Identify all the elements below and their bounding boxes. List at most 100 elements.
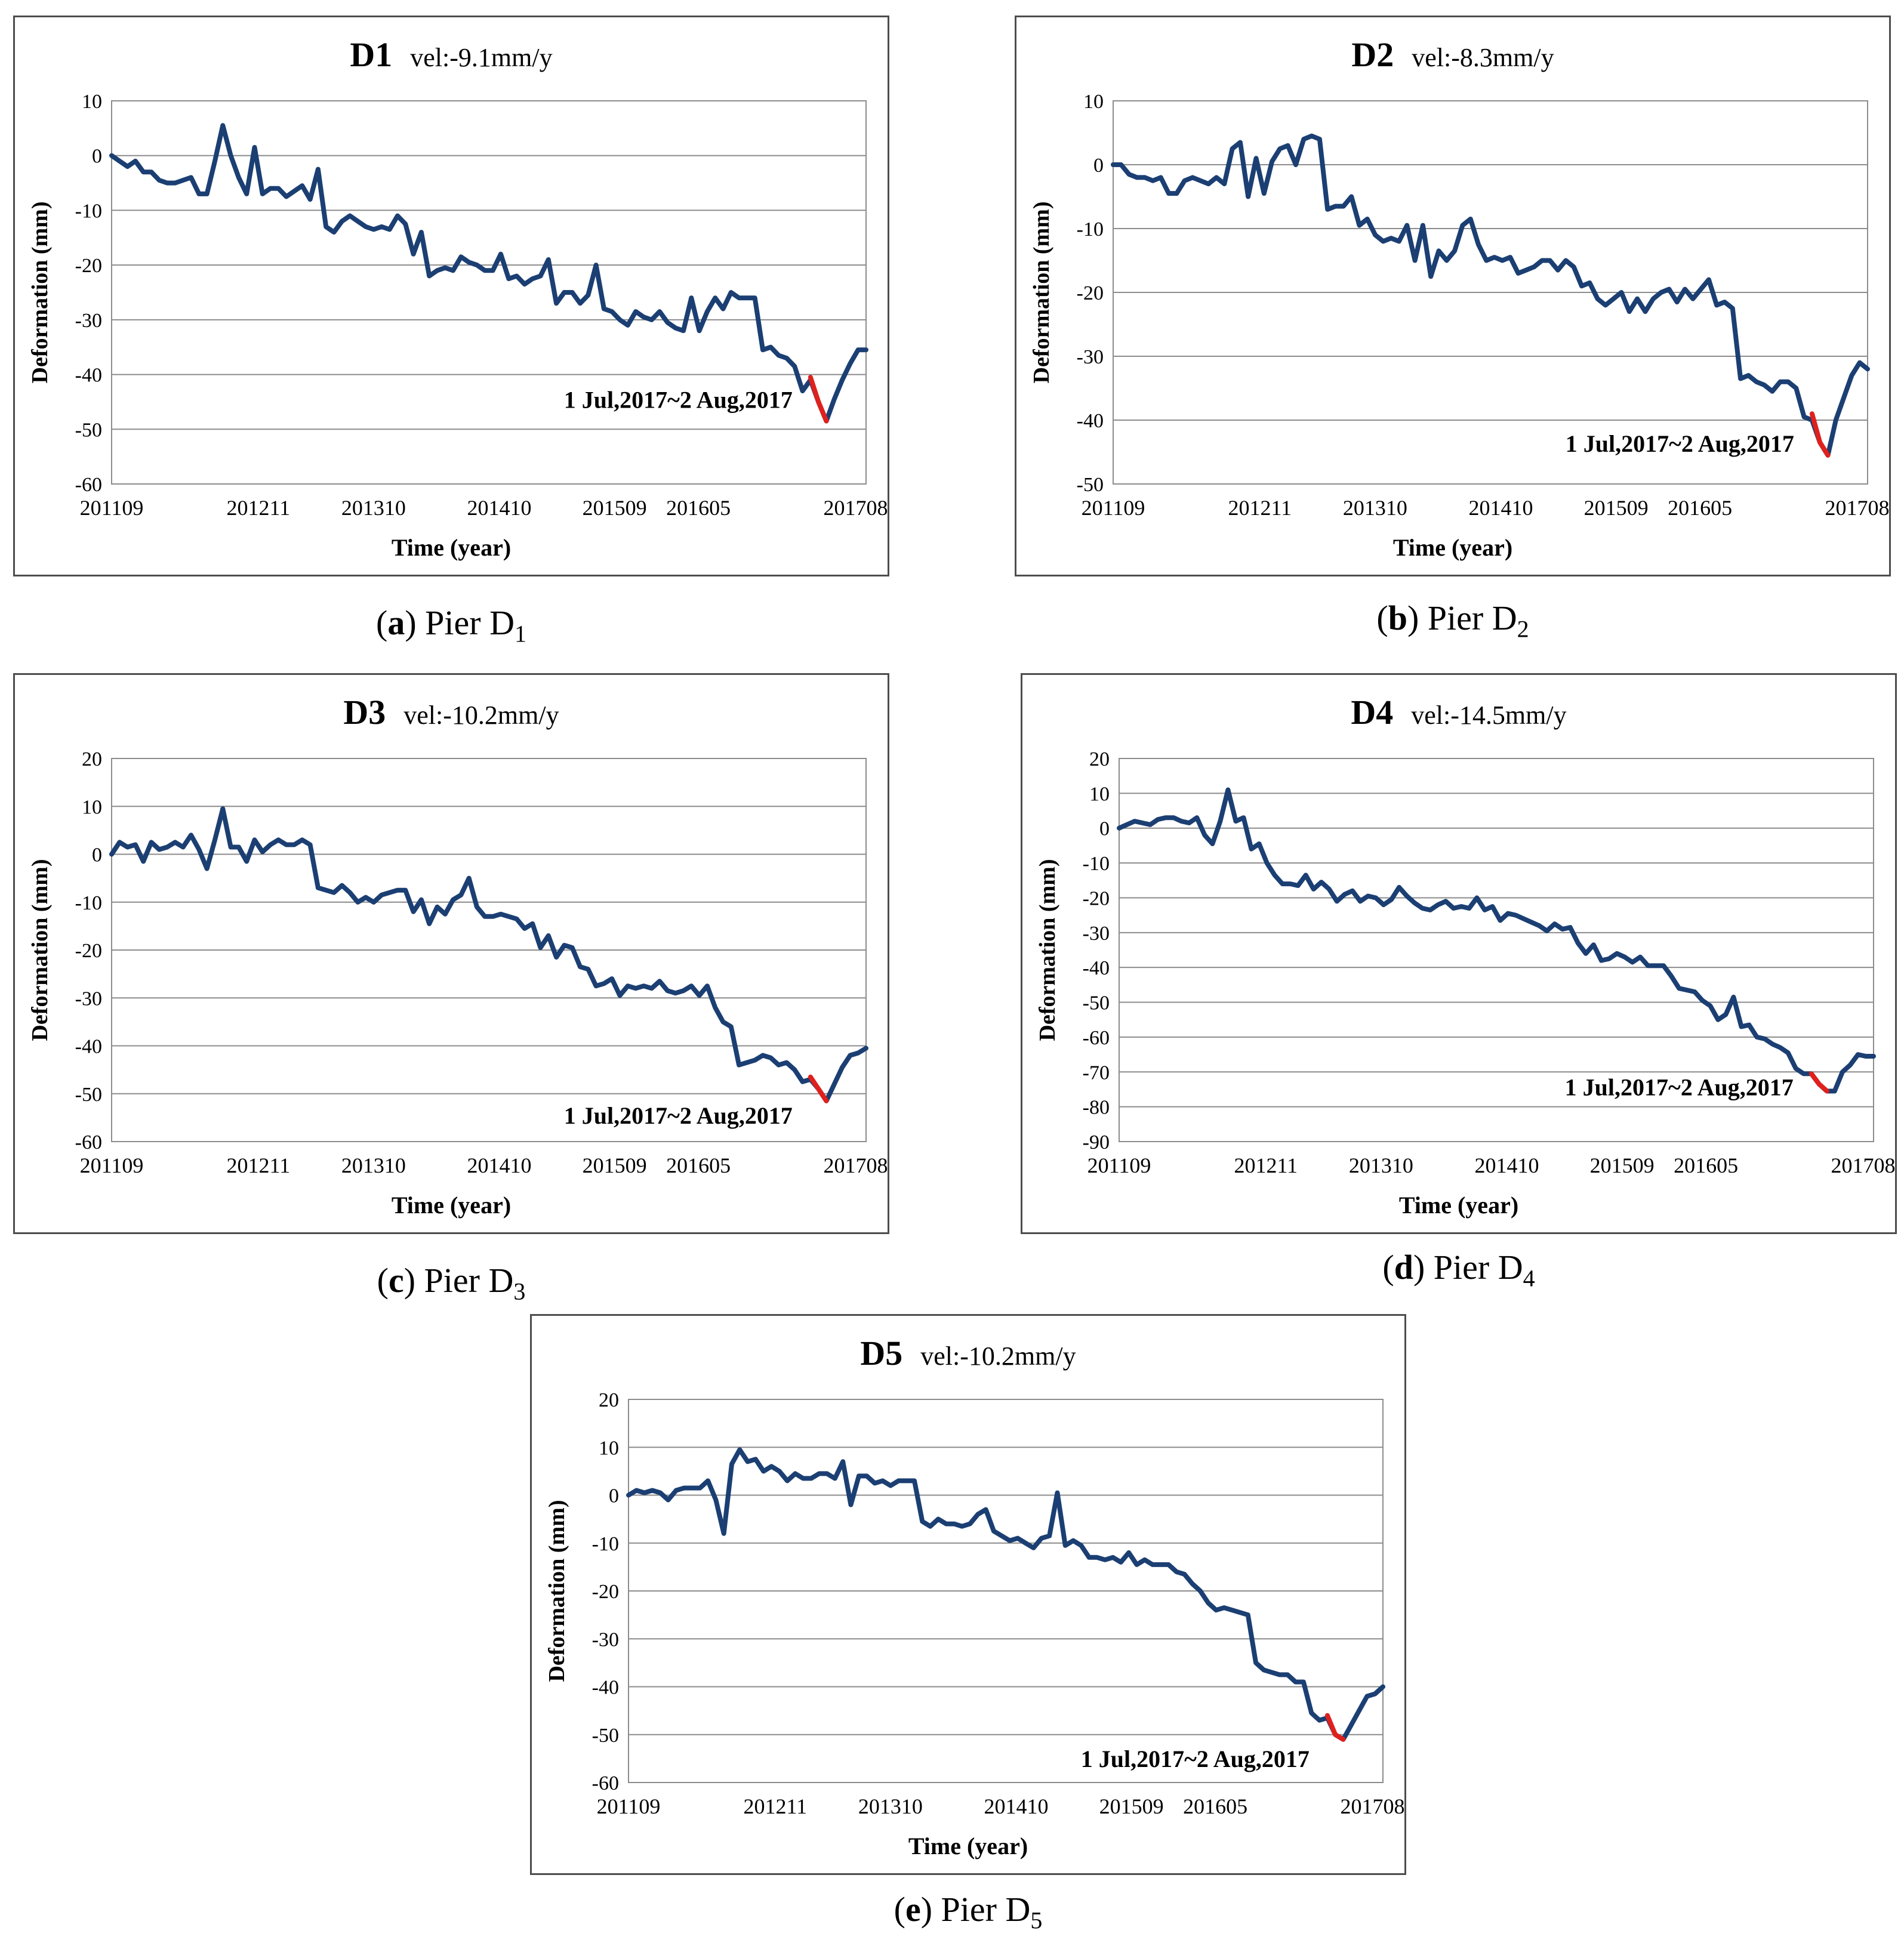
- chart-title: D2 vel:-8.3mm/y: [1351, 35, 1554, 74]
- x-tick-label: 201509: [1099, 1794, 1164, 1818]
- caption-c: (c) Pier D3: [377, 1261, 526, 1305]
- chart-title-id: D2: [1351, 35, 1394, 74]
- highlight-segment: [808, 375, 829, 424]
- x-tick-label: 201708: [1831, 1154, 1895, 1177]
- y-tick-label: -60: [75, 1131, 102, 1154]
- y-tick-label: 20: [1089, 748, 1110, 770]
- series-line: [1117, 787, 1876, 1094]
- x-tick-label: 201211: [226, 1154, 290, 1177]
- y-tick-label: -90: [1083, 1131, 1110, 1154]
- y-tick-label: -20: [75, 940, 102, 962]
- x-tick-label: 201310: [1349, 1154, 1413, 1177]
- chart-title-id: D4: [1351, 693, 1393, 732]
- caption-letter: e: [905, 1890, 921, 1929]
- y-tick-label: -40: [592, 1677, 619, 1699]
- y-tick-label: -60: [1083, 1027, 1110, 1049]
- x-axis-title: Time (year): [908, 1833, 1028, 1859]
- chart-velocity-label: vel:-14.5mm/y: [1411, 701, 1566, 730]
- y-tick-label: 0: [609, 1485, 619, 1507]
- chart-velocity-label: vel:-10.2mm/y: [920, 1342, 1076, 1371]
- y-tick-label: -40: [1083, 957, 1110, 979]
- x-tick-label: 201211: [1234, 1154, 1298, 1177]
- y-axis-title: Deformation (mm): [1035, 859, 1060, 1041]
- y-tick-label: -10: [1083, 853, 1110, 875]
- y-tick-label: 0: [92, 844, 102, 866]
- chart-velocity-label: vel:-10.2mm/y: [403, 701, 559, 730]
- y-tick-label: -30: [1083, 923, 1110, 945]
- x-tick-label: 201109: [80, 496, 144, 520]
- y-tick-label: -30: [1077, 346, 1104, 368]
- y-tick-label: -10: [75, 892, 102, 914]
- chart-title-id: D1: [350, 35, 392, 74]
- caption-subscript: 4: [1523, 1265, 1535, 1292]
- series-line: [109, 806, 868, 1103]
- y-axis-title: Deformation (mm): [27, 202, 53, 384]
- y-tick-label: 10: [82, 796, 102, 818]
- caption-subscript: 3: [513, 1278, 526, 1305]
- x-tick-label: 201509: [583, 1154, 647, 1177]
- y-tick-label: -50: [1077, 474, 1104, 496]
- y-tick-label: -80: [1083, 1097, 1110, 1119]
- y-tick-label: -70: [1083, 1062, 1110, 1084]
- caption-letter: a: [387, 603, 405, 642]
- caption-subscript: 2: [1517, 615, 1529, 643]
- x-tick-label: 201509: [1584, 496, 1649, 520]
- caption-label: Pier D: [1433, 1248, 1523, 1287]
- y-axis-title: Deformation (mm): [27, 859, 53, 1041]
- x-tick-label: 201509: [583, 496, 647, 520]
- line-chart-d1: D1 vel:-9.1mm/y 10 0 -10 -20 -30 -40 -50 -6020110…: [27, 35, 888, 561]
- chart-title: D1 vel:-9.1mm/y: [350, 35, 552, 74]
- chart-panel-d3: D3 vel:-10.2mm/y 20 10 0 -10 -20 -30 -40 -50 -60 20…: [13, 673, 889, 1234]
- x-tick-label: 201605: [1183, 1794, 1247, 1818]
- chart-panel-d4: D4 vel:-14.5mm/y 20 10 0 -10 -20 -30 -40 -50 -60 -7…: [1021, 673, 1897, 1234]
- caption-letter: d: [1394, 1248, 1413, 1287]
- y-tick-label: -40: [75, 365, 102, 387]
- line-chart-d3: D3 vel:-10.2mm/y20100-10-20-30-40-50-6020…: [27, 693, 888, 1219]
- chart-panel-d1: D1 vel:-9.1mm/y 10 0 -10 -20 -30 -40 -50 -60 20110…: [13, 16, 889, 576]
- x-tick-label: 201410: [467, 1154, 532, 1177]
- y-tick-label: 0: [1093, 155, 1104, 177]
- highlight-segment: [1809, 1071, 1829, 1094]
- y-tick-label: -10: [592, 1533, 619, 1555]
- y-tick-label: -60: [75, 474, 102, 496]
- y-tick-label: -10: [1077, 218, 1104, 240]
- x-tick-label: 201605: [1668, 496, 1732, 520]
- highlight-segment: [808, 1074, 829, 1103]
- y-tick-label: -30: [75, 988, 102, 1010]
- series-line: [626, 1447, 1385, 1742]
- x-tick-label: 201605: [666, 496, 731, 520]
- caption-label: Pier D: [1427, 599, 1517, 637]
- y-tick-label: -10: [75, 200, 102, 222]
- y-tick-label: -50: [592, 1725, 619, 1747]
- x-tick-label: 201605: [666, 1154, 731, 1177]
- y-tick-label: 10: [599, 1437, 619, 1459]
- period-annotation: 1 Jul,2017~2 Aug,2017: [564, 1102, 793, 1129]
- chart-velocity-label: vel:-9.1mm/y: [410, 43, 552, 72]
- x-tick-label: 201310: [1343, 496, 1407, 520]
- x-tick-label: 201310: [341, 1154, 406, 1177]
- highlight-segment: [1324, 1713, 1346, 1742]
- y-tick-label: 20: [599, 1389, 619, 1411]
- y-tick-label: -50: [75, 419, 102, 441]
- y-tick-label: 20: [82, 748, 102, 770]
- x-tick-label: 201708: [1340, 1794, 1404, 1818]
- y-tick-label: -50: [1083, 992, 1110, 1014]
- y-tick-label: -30: [592, 1629, 619, 1651]
- x-tick-label: 201410: [1475, 1154, 1539, 1177]
- series-line: [1111, 133, 1870, 458]
- y-tick-label: -20: [1083, 887, 1110, 909]
- period-annotation: 1 Jul,2017~2 Aug,2017: [1566, 430, 1794, 457]
- y-tick-label: 10: [82, 91, 102, 113]
- chart-panel-d5: D5 vel:-10.2mm/y 20 10 0 -10 -20 -30 -40 -50 -60 20…: [530, 1314, 1406, 1875]
- x-tick-label: 201605: [1674, 1154, 1738, 1177]
- x-tick-label: 201708: [823, 1154, 888, 1177]
- caption-b: (b) Pier D2: [1376, 599, 1529, 643]
- highlight-segment: [1809, 411, 1831, 458]
- caption-subscript: 1: [514, 620, 526, 647]
- y-tick-label: -40: [1077, 410, 1104, 432]
- x-tick-label: 201211: [226, 496, 290, 520]
- caption-subscript: 5: [1030, 1907, 1043, 1934]
- caption-a: (a) Pier D1: [376, 603, 526, 647]
- y-tick-label: 0: [92, 146, 102, 168]
